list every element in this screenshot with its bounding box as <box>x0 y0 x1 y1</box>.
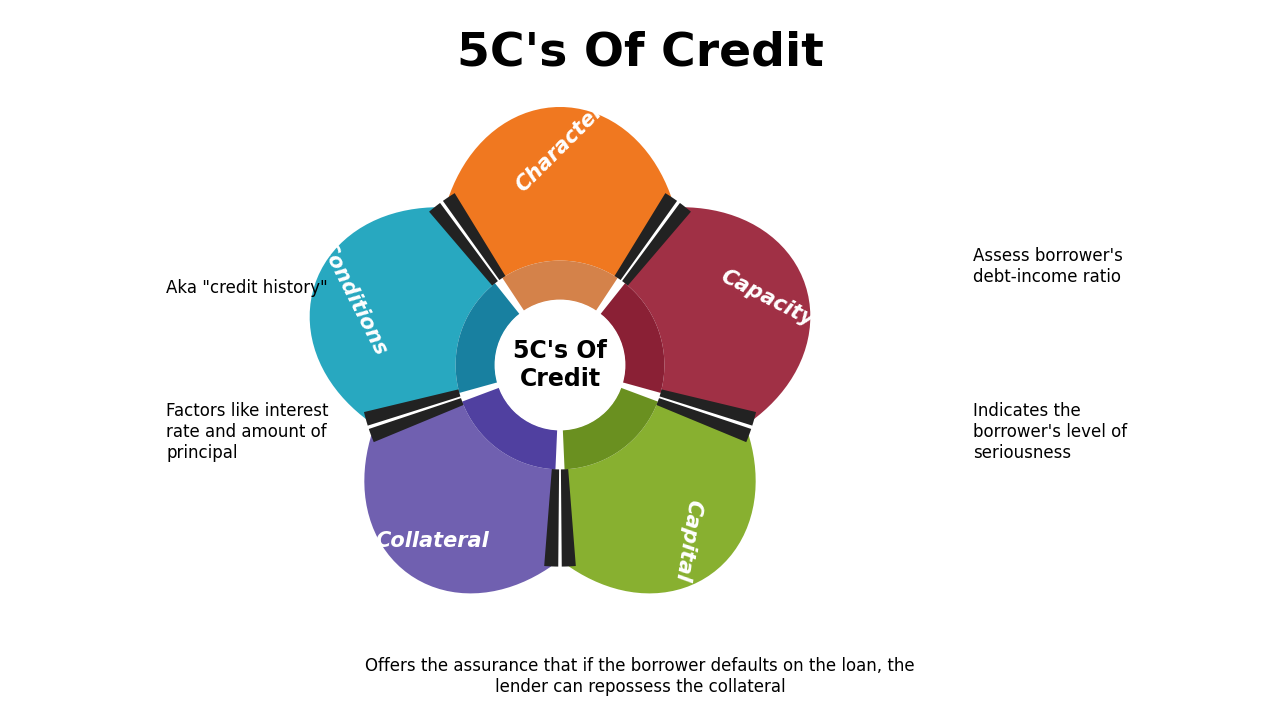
Polygon shape <box>614 193 677 280</box>
Text: Factors like interest
rate and amount of
principal: Factors like interest rate and amount of… <box>166 402 329 462</box>
Polygon shape <box>365 402 556 593</box>
Polygon shape <box>462 387 557 469</box>
Polygon shape <box>449 107 671 278</box>
Polygon shape <box>502 261 618 311</box>
Text: 5C's Of Credit: 5C's Of Credit <box>457 30 823 75</box>
Circle shape <box>495 300 625 430</box>
Polygon shape <box>659 390 756 426</box>
Text: Capacity: Capacity <box>717 266 817 330</box>
Polygon shape <box>456 283 520 393</box>
Polygon shape <box>657 398 751 442</box>
Polygon shape <box>544 469 559 567</box>
Text: Assess borrower's
debt-income ratio: Assess borrower's debt-income ratio <box>973 247 1123 286</box>
Polygon shape <box>625 207 810 419</box>
Text: Offers the assurance that if the borrower defaults on the loan, the
lender can r: Offers the assurance that if the borrowe… <box>365 657 915 696</box>
Text: Aka "credit history": Aka "credit history" <box>166 279 328 297</box>
Text: 5C's Of
Credit: 5C's Of Credit <box>513 339 607 391</box>
Polygon shape <box>364 390 461 426</box>
Polygon shape <box>310 207 495 419</box>
Polygon shape <box>622 203 691 286</box>
Polygon shape <box>564 402 755 593</box>
Text: Character: Character <box>512 99 608 195</box>
Text: Capital: Capital <box>672 498 704 583</box>
Text: Conditions: Conditions <box>316 238 390 359</box>
Text: Indicates the
borrower's level of
seriousness: Indicates the borrower's level of seriou… <box>973 402 1126 462</box>
Polygon shape <box>600 283 664 393</box>
Polygon shape <box>561 469 576 567</box>
Polygon shape <box>429 203 498 286</box>
Text: Collateral: Collateral <box>375 531 489 551</box>
Polygon shape <box>563 387 658 469</box>
Polygon shape <box>369 398 463 442</box>
Polygon shape <box>443 193 506 280</box>
